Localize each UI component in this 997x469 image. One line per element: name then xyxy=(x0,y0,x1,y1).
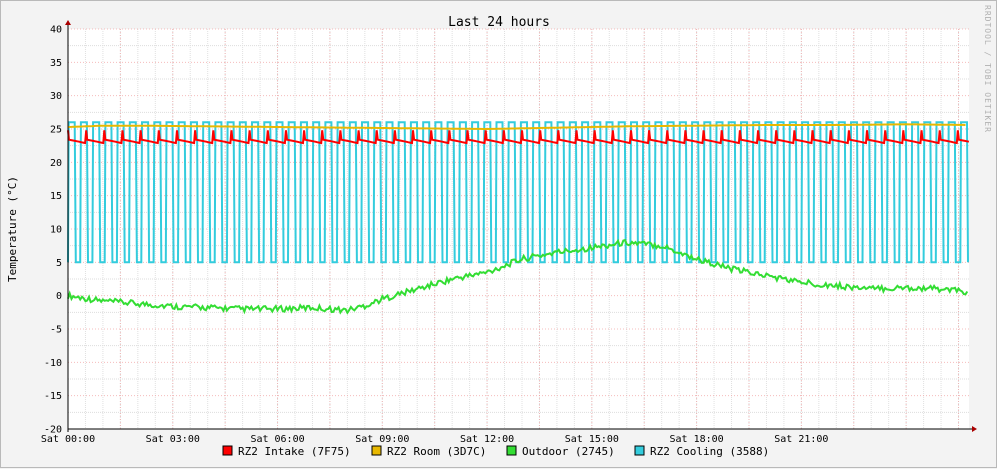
y-tick-label: 20 xyxy=(50,158,62,169)
axes xyxy=(65,20,977,432)
x-tick-label: Sat 03:00 xyxy=(146,434,200,445)
legend-swatch-outdoor-2745 xyxy=(506,445,517,456)
y-tick-label: -5 xyxy=(50,325,62,336)
y-tick-label: 25 xyxy=(50,125,62,136)
x-tick-label: Sat 09:00 xyxy=(355,434,409,445)
y-tick-label: -15 xyxy=(44,391,62,402)
y-tick-label: 15 xyxy=(50,191,62,202)
y-tick-label: -10 xyxy=(44,358,62,369)
y-tick-label: -20 xyxy=(44,425,62,436)
rrdtool-watermark: RRDTOOL / TOBI OETIKER xyxy=(983,5,992,133)
y-tick-label: 10 xyxy=(50,225,62,236)
x-axis-arrow xyxy=(972,426,977,432)
x-tick-label: Sat 18:00 xyxy=(670,434,724,445)
legend-swatch-rz2-intake-7f75 xyxy=(222,445,233,456)
y-tick-label: 35 xyxy=(50,58,62,69)
chart-title: Last 24 hours xyxy=(448,15,550,30)
x-tick-label: Sat 00:00 xyxy=(41,434,95,445)
legend-label-rz2-cooling-3588: RZ2 Cooling (3588) xyxy=(650,445,769,458)
legend: RZ2 Intake (7F75) RZ2 Room (3D7C) Outdoor … xyxy=(222,445,769,458)
legend-label-outdoor-2745: Outdoor (2745) xyxy=(522,445,615,458)
series-line-rz2-room-3d7c xyxy=(67,123,966,130)
x-tick-label: Sat 06:00 xyxy=(250,434,304,445)
x-tick-label: Sat 15:00 xyxy=(565,434,619,445)
y-tick-label: 0 xyxy=(56,291,62,302)
tick-labels: -20 -15 -10 -5 0 5 10 15 20 25 30 35 40 Sat 00:00 Sat … xyxy=(41,25,829,446)
x-tick-label: Sat 21:00 xyxy=(774,434,828,445)
y-tick-label: 5 xyxy=(56,258,62,269)
y-tick-label: 40 xyxy=(50,25,62,36)
y-axis-label: Temperature (°C) xyxy=(6,176,19,282)
x-tick-label: Sat 12:00 xyxy=(460,434,514,445)
legend-label-rz2-room-3d7c: RZ2 Room (3D7C) xyxy=(387,445,486,458)
series-line-rz2-intake-7f75 xyxy=(67,130,970,145)
y-axis-arrow xyxy=(65,20,71,25)
series-line-outdoor-2745 xyxy=(67,238,969,315)
legend-swatch-rz2-cooling-3588 xyxy=(634,445,645,456)
legend-swatch-rz2-room-3d7c xyxy=(371,445,382,456)
legend-label-rz2-intake-7f75: RZ2 Intake (7F75) xyxy=(238,445,351,458)
y-tick-label: 30 xyxy=(50,91,62,102)
series-layer xyxy=(67,121,970,315)
